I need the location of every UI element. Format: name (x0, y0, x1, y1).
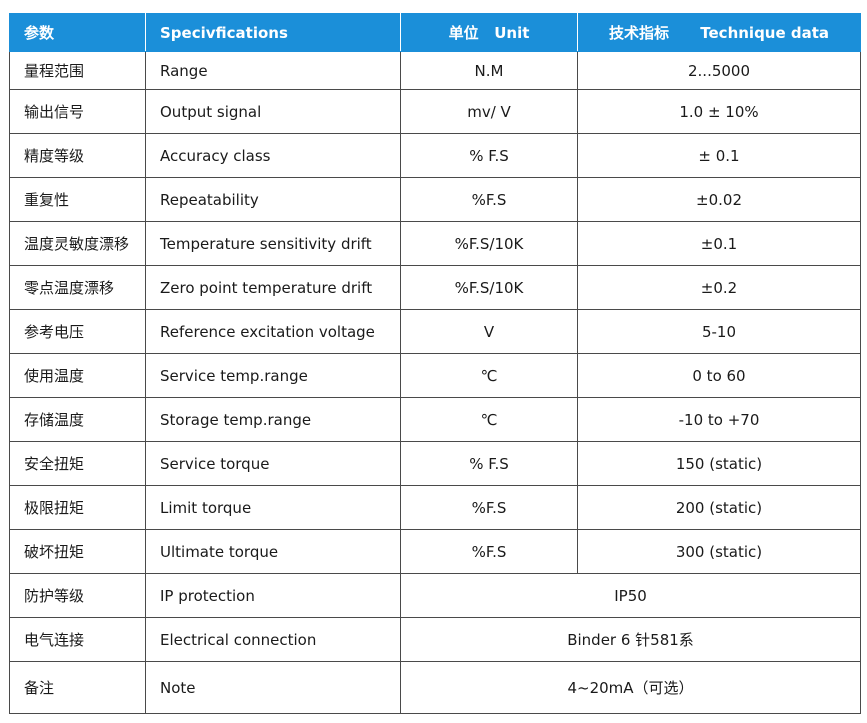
table-cell: Storage temp.range (145, 397, 401, 442)
table-cell: Limit torque (145, 485, 401, 530)
table-row: 极限扭矩 Limit torque %F.S 200 (static) (9, 485, 861, 530)
table-cell: 2...5000 (577, 51, 861, 90)
table-cell: IP protection (145, 573, 401, 618)
table-body: 量程范围 Range N.M 2...5000 输出信号 Output signal mv/… (9, 51, 861, 714)
table-cell: 电气连接 (9, 617, 146, 662)
header-cell: 参数 (9, 13, 146, 52)
table-cell: 量程范围 (9, 51, 146, 90)
table-cell: %F.S/10K (400, 265, 578, 310)
table-row: 备注 Note 4~20mA（可选） (9, 661, 861, 714)
table-row: 输出信号 Output signal mv/ V 1.0 ± 10% (9, 89, 861, 134)
table-cell: -10 to +70 (577, 397, 861, 442)
table-row: 重复性 Repeatability %F.S ±0.02 (9, 177, 861, 222)
header-row: 参数 Specivfications 单位 Unit 技术指标 Technique d… (9, 13, 861, 52)
table-cell: Repeatability (145, 177, 401, 222)
table-cell: V (400, 309, 578, 354)
table-cell: 200 (static) (577, 485, 861, 530)
table-cell: Service temp.range (145, 353, 401, 398)
header-cell: Specivfications (145, 13, 401, 52)
table-cell: % F.S (400, 441, 578, 486)
table-row: 零点温度漂移 Zero point temperature drift %F.S/1… (9, 265, 861, 310)
table-cell: 安全扭矩 (9, 441, 146, 486)
table-cell: 精度等级 (9, 133, 146, 178)
table-cell: 极限扭矩 (9, 485, 146, 530)
table-cell: 防护等级 (9, 573, 146, 618)
table-cell: ±0.1 (577, 221, 861, 266)
spec-table: 参数 Specivfications 单位 Unit 技术指标 Technique d… (9, 13, 861, 714)
table-cell: 存储温度 (9, 397, 146, 442)
table-cell: 150 (static) (577, 441, 861, 486)
table-cell: N.M (400, 51, 578, 90)
table-row: 防护等级 IP protection IP50 (9, 573, 861, 618)
table-row: 精度等级 Accuracy class% F.S ± 0.1 (9, 133, 861, 178)
table-cell: 4~20mA（可选） (400, 661, 861, 714)
table-row: 量程范围 Range N.M 2...5000 (9, 51, 861, 90)
table-cell: 使用温度 (9, 353, 146, 398)
table-cell: IP50 (400, 573, 861, 618)
table-row: 参考电压 Reference excitation voltage V 5-10 (9, 309, 861, 354)
table-cell: ± 0.1 (577, 133, 861, 178)
table-cell: Reference excitation voltage (145, 309, 401, 354)
table-header: 参数 Specivfications 单位 Unit 技术指标 Technique d… (9, 13, 861, 52)
table-row: 存储温度 Storage temp.range ℃ -10 to +70 (9, 397, 861, 442)
table-cell: 零点温度漂移 (9, 265, 146, 310)
table-cell: mv/ V (400, 89, 578, 134)
table-cell: 1.0 ± 10% (577, 89, 861, 134)
table-cell: % F.S (400, 133, 578, 178)
table-cell: 0 to 60 (577, 353, 861, 398)
table-row: 安全扭矩 Service torque% F.S 150 (static) (9, 441, 861, 486)
table-cell: Binder 6 针581系 (400, 617, 861, 662)
table-cell: %F.S (400, 529, 578, 574)
table-cell: 参考电压 (9, 309, 146, 354)
table-cell: %F.S (400, 485, 578, 530)
table-cell: Temperature sensitivity drift (145, 221, 401, 266)
table-cell: Ultimate torque (145, 529, 401, 574)
table-cell: Electrical connection (145, 617, 401, 662)
table-cell: Accuracy class (145, 133, 401, 178)
table-cell: %F.S/10K (400, 221, 578, 266)
table-row: 温度灵敏度漂移 Temperature sensitivity drift %F.S… (9, 221, 861, 266)
table-cell: 破坏扭矩 (9, 529, 146, 574)
table-row: 电气连接 Electrical connection Binder 6 针581系 (9, 617, 861, 662)
table-row: 破坏扭矩 Ultimate torque %F.S 300 (static) (9, 529, 861, 574)
table-cell: Zero point temperature drift (145, 265, 401, 310)
table-cell: 重复性 (9, 177, 146, 222)
table-cell: ℃ (400, 397, 578, 442)
table-cell: 5-10 (577, 309, 861, 354)
table-cell: 300 (static) (577, 529, 861, 574)
header-cell: 单位 Unit (400, 13, 578, 52)
table-cell: ±0.2 (577, 265, 861, 310)
table-cell: 备注 (9, 661, 146, 714)
table-cell: ℃ (400, 353, 578, 398)
table-cell: Service torque (145, 441, 401, 486)
table-cell: ±0.02 (577, 177, 861, 222)
table-cell: Note (145, 661, 401, 714)
table-cell: Range (145, 51, 401, 90)
table-cell: %F.S (400, 177, 578, 222)
table-cell: 温度灵敏度漂移 (9, 221, 146, 266)
table-cell: 输出信号 (9, 89, 146, 134)
table-row: 使用温度 Service temp.range ℃ 0 to 60 (9, 353, 861, 398)
table-cell: Output signal (145, 89, 401, 134)
header-cell: 技术指标 Technique data (577, 13, 861, 52)
